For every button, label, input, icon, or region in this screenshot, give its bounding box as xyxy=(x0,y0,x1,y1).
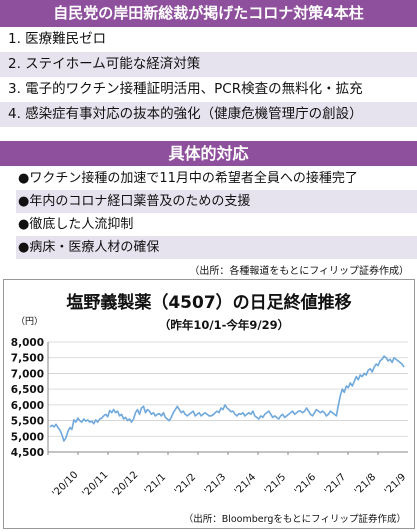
measure-item-2: ●年内のコロナ経口薬普及のための支援 xyxy=(16,190,417,213)
x-tick-label: '21/8 xyxy=(353,472,379,498)
policy-item-4: 4. 感染症有事対応の抜本的強化（健康危機管理庁の創設） xyxy=(0,102,417,127)
title-banner: 自民党の岸田新総裁が掲げたコロナ対策4本柱 xyxy=(0,0,417,27)
stock-chart: 塩野義製薬（4507）の日足終値推移 （昨年10/1-今年9/29） （円） 4,50… xyxy=(3,279,415,529)
x-tick-label: '21/1 xyxy=(143,472,169,498)
source-note-top: （出所：各種報道をもとにフィリップ証券作成） xyxy=(189,266,409,277)
y-tick-label: 7,000 xyxy=(11,368,44,380)
x-tick-label: '21/3 xyxy=(203,472,229,498)
measures-title: 具体的対応 xyxy=(168,144,249,163)
chart-source: （出所：Bloombergをもとにフィリップ証券作成） xyxy=(184,513,406,525)
series-line xyxy=(49,355,405,442)
y-axis-label: （円） xyxy=(16,316,43,327)
policy-item-2: 2. ステイホーム可能な経済対策 xyxy=(0,52,417,77)
y-tick-label: 6,000 xyxy=(11,400,44,412)
x-tick-label: '20/10 xyxy=(50,469,80,499)
x-tick-label: '21/6 xyxy=(293,472,319,498)
policy-item-1: 1. 医療難民ゼロ xyxy=(8,31,107,47)
x-tick-label: '20/12 xyxy=(110,469,140,499)
page-title: 自民党の岸田新総裁が掲げたコロナ対策4本柱 xyxy=(53,4,364,22)
chart-title: 塩野義製薬（4507）の日足終値推移 xyxy=(66,292,351,313)
x-tick-label: '21/7 xyxy=(323,472,349,498)
y-tick-label: 5,500 xyxy=(11,416,44,428)
x-tick-label: '21/9 xyxy=(383,472,409,498)
y-tick-label: 4,500 xyxy=(11,447,44,459)
y-tick-label: 8,000 xyxy=(11,337,44,349)
measure-item-3: ●徹底した人流抑制 xyxy=(18,217,134,232)
x-tick-label: '21/2 xyxy=(173,472,199,498)
x-tick-label: '21/5 xyxy=(263,472,289,498)
y-tick-label: 7,500 xyxy=(11,353,44,365)
chart-canvas: 塩野義製薬（4507）の日足終値推移 （昨年10/1-今年9/29） （円） 4,50… xyxy=(11,292,409,525)
measure-item-4: ●病床・医療人材の確保 xyxy=(16,236,417,259)
x-tick-label: '20/11 xyxy=(80,469,110,499)
y-tick-label: 6,500 xyxy=(11,384,44,396)
x-tick-label: '21/4 xyxy=(233,472,259,498)
policy-item-3: 3. 電子的ワクチン接種証明活用、PCR検査の無料化・拡充 xyxy=(8,81,363,97)
chart-subtitle: （昨年10/1-今年9/29） xyxy=(159,318,289,332)
measures-banner: 具体的対応 xyxy=(0,141,417,166)
y-tick-label: 5,000 xyxy=(11,431,44,443)
measure-item-1: ●ワクチン接種の加速で11月中の希望者全員への接種完了 xyxy=(18,171,358,186)
